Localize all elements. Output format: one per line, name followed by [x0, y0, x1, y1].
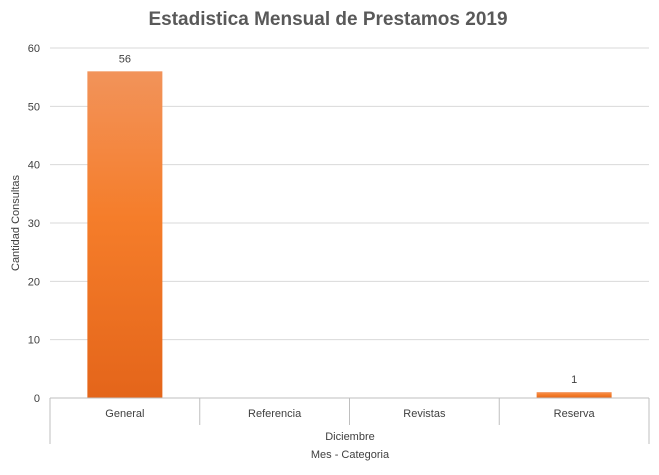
y-tick-label: 40	[28, 160, 40, 172]
x-tick-label: Revistas	[403, 408, 446, 420]
bar-reserva	[536, 392, 612, 398]
x-tick-label: Reserva	[554, 408, 596, 420]
data-labels: 56 1	[119, 53, 577, 386]
x-axis-title: Mes - Categoria	[311, 449, 390, 461]
axes	[49, 397, 650, 444]
y-tick-label: 20	[28, 276, 40, 288]
x-tick-labels: General Referencia Revistas Reserva	[105, 408, 595, 420]
data-label: 1	[571, 374, 577, 386]
y-tick-label: 10	[28, 335, 40, 347]
chart-title: Estadistica Mensual de Prestamos 2019	[148, 9, 507, 30]
x-tick-label: General	[105, 408, 144, 420]
bars	[87, 71, 612, 398]
group-label: Diciembre	[325, 431, 375, 443]
y-tick-label: 0	[34, 393, 40, 405]
y-axis-title: Cantidad Consultas	[10, 175, 22, 272]
y-tick-label: 50	[28, 101, 40, 113]
y-tick-label: 30	[28, 218, 40, 230]
data-label: 56	[119, 53, 131, 65]
bar-general	[87, 71, 163, 398]
y-tick-label: 60	[28, 43, 40, 55]
y-tick-labels: 0 10 20 30 40 50 60	[28, 43, 40, 405]
x-tick-label: Referencia	[248, 408, 302, 420]
